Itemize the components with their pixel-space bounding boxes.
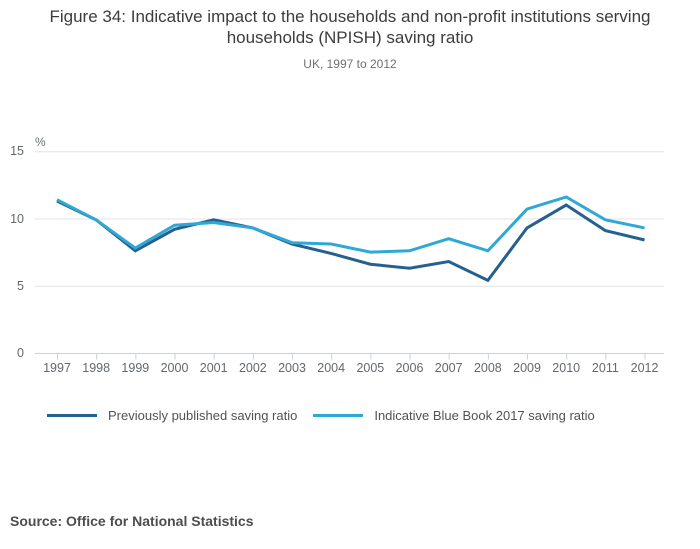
legend-label: Previously published saving ratio	[108, 408, 298, 423]
legend-line-swatch-light	[313, 414, 364, 417]
x-tick-label: 1998	[82, 361, 111, 375]
x-tick-label: 2010	[552, 361, 581, 375]
series-line-previously-published	[56, 199, 645, 283]
y-tick-label: 5	[17, 278, 24, 293]
x-tick-label: 1999	[121, 361, 150, 375]
legend-line-swatch-dark	[47, 414, 97, 417]
x-tick-label: 2012	[630, 361, 659, 375]
chart-subtitle: UK, 1997 to 2012	[303, 57, 397, 71]
x-tick-label: 2006	[395, 361, 424, 375]
x-tick-label: 2011	[591, 361, 619, 375]
x-tick-label: 1997	[43, 361, 71, 375]
source-text: Source: Office for National Statistics	[10, 513, 254, 529]
y-tick-label: 10	[10, 211, 24, 226]
x-tick-label: 2003	[278, 361, 306, 375]
legend: Previously published saving ratio Indica…	[47, 408, 595, 423]
y-axis-unit-label: %	[35, 135, 46, 149]
x-tick-label: 2001	[199, 361, 228, 375]
legend-item-blue-book-2017: Indicative Blue Book 2017 saving ratio	[313, 408, 595, 423]
legend-label: Indicative Blue Book 2017 saving ratio	[374, 408, 595, 423]
x-tick-label: 2009	[513, 361, 541, 375]
x-tick-label: 2008	[473, 361, 502, 375]
x-tick-label: 2007	[434, 361, 463, 375]
chart-title: Figure 34: Indicative impact to the hous…	[49, 7, 651, 47]
plot-area	[35, 151, 664, 360]
x-tick-label: 2000	[160, 361, 189, 375]
x-tick-label: 2005	[356, 361, 385, 375]
y-tick-label: 0	[17, 346, 24, 360]
series-line-blue-book-2017	[56, 195, 645, 254]
x-tick-label: 2004	[317, 361, 346, 375]
x-tick-label: 2002	[238, 361, 267, 375]
y-tick-label: 15	[10, 144, 24, 159]
legend-item-previously-published: Previously published saving ratio	[47, 408, 297, 423]
